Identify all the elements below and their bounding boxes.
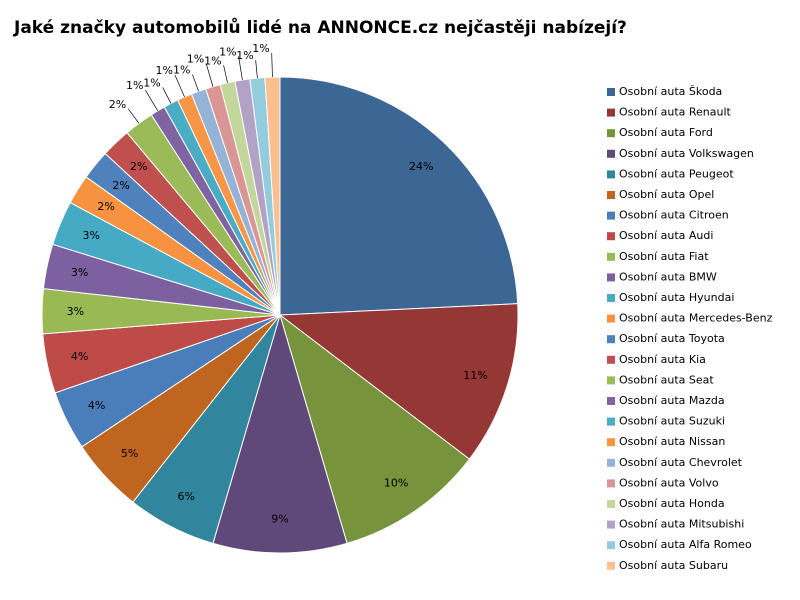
data-label: 1% xyxy=(156,64,173,77)
legend-label: Osobní auta Volvo xyxy=(619,476,719,489)
leader-line xyxy=(145,90,159,111)
legend-swatch xyxy=(607,561,615,570)
data-label: 1% xyxy=(173,63,190,76)
leader-line xyxy=(162,87,172,104)
data-label: 2% xyxy=(109,98,126,111)
legend-label: Osobní auta Renault xyxy=(619,106,732,119)
data-label: 4% xyxy=(71,350,88,363)
legend-swatch xyxy=(607,191,615,199)
leader-line xyxy=(192,74,199,92)
legend-label: Osobní auta Mitsubishi xyxy=(619,518,744,531)
leader-line xyxy=(238,56,243,81)
legend-label: Osobní auta Seat xyxy=(619,373,714,386)
data-label: 2% xyxy=(112,179,129,192)
legend-swatch xyxy=(607,500,615,508)
legend-swatch xyxy=(607,355,615,364)
legend-swatch xyxy=(607,170,615,179)
legend-label: Osobní auta Kia xyxy=(619,353,706,366)
legend-swatch xyxy=(607,417,615,426)
pie-slice xyxy=(278,303,519,460)
data-label: 3% xyxy=(67,305,84,318)
legend-swatch xyxy=(607,458,615,467)
data-label: 1% xyxy=(204,54,221,67)
legend-swatch xyxy=(607,376,615,385)
data-label: 1% xyxy=(143,76,160,89)
legend-swatch xyxy=(607,438,615,447)
data-label: 3% xyxy=(71,266,88,279)
data-label: 4% xyxy=(88,399,105,412)
legend-swatch xyxy=(607,252,615,261)
legend-swatch xyxy=(607,273,615,282)
leader-line xyxy=(223,65,228,83)
legend-label: Osobní auta Citroen xyxy=(619,209,729,222)
legend-swatch xyxy=(607,314,615,323)
legend-label: Osobní auta Ford xyxy=(619,126,713,139)
data-label: 1% xyxy=(187,53,204,66)
leader-line xyxy=(127,108,140,124)
data-label: 2% xyxy=(130,160,147,173)
legend-swatch xyxy=(607,129,615,138)
data-label: 24% xyxy=(409,160,433,173)
legend-label: Osobní auta Suzuki xyxy=(619,415,725,428)
data-label: 11% xyxy=(463,369,487,382)
legend-swatch xyxy=(607,294,615,302)
data-label: 1% xyxy=(236,49,253,62)
legend-label: Osobní auta Mazda xyxy=(619,394,725,407)
legend-label: Osobní auta Alfa Romeo xyxy=(619,538,752,551)
legend-label: Osobní auta Audi xyxy=(619,229,713,242)
legend-label: Osobní auta Honda xyxy=(619,497,725,510)
pie-slice xyxy=(279,313,471,544)
pie-slice xyxy=(212,313,348,554)
legend-label: Osobní auta BMW xyxy=(619,270,717,283)
pie-slice xyxy=(279,76,519,316)
data-label: 3% xyxy=(82,229,99,242)
legend-swatch xyxy=(607,335,615,344)
legend-label: Osobní auta Toyota xyxy=(619,332,725,345)
leader-line xyxy=(255,60,258,79)
legend-swatch xyxy=(607,520,615,529)
data-label: 5% xyxy=(121,447,138,460)
legend-label: Osobní auta Subaru xyxy=(619,559,728,572)
legend-swatch xyxy=(607,88,615,96)
legend-label: Osobní auta Nissan xyxy=(619,435,725,448)
chart-title: Jaké značky automobilů lidé na ANNONCE.c… xyxy=(13,16,627,38)
legend-label: Osobní auta Volkswagen xyxy=(619,147,754,160)
leader-line xyxy=(271,53,273,78)
data-label: 9% xyxy=(271,513,288,526)
data-label: 1% xyxy=(219,45,236,58)
data-label: 1% xyxy=(252,42,269,55)
leader-line xyxy=(174,74,185,98)
data-label: 10% xyxy=(384,477,408,490)
leader-line xyxy=(205,63,214,87)
legend-label: Osobní auta Fiat xyxy=(619,250,709,263)
legend-label: Osobní auta Opel xyxy=(619,188,714,201)
data-label: 6% xyxy=(177,490,194,503)
legend-swatch xyxy=(607,479,615,488)
legend-swatch xyxy=(607,149,615,158)
legend-swatch xyxy=(607,541,615,550)
data-label: 1% xyxy=(126,79,143,92)
legend-label: Osobní auta Hyundai xyxy=(619,291,734,304)
legend-label: Osobní auta Peugeot xyxy=(619,167,734,180)
legend-swatch xyxy=(607,211,615,220)
data-label: 2% xyxy=(97,200,114,213)
legend-swatch xyxy=(607,232,615,241)
legend-swatch xyxy=(607,397,615,405)
pie-slice xyxy=(264,76,281,316)
legend-label: Osobní auta Mercedes-Benz xyxy=(619,312,773,325)
legend-swatch xyxy=(607,108,615,117)
legend-label: Osobní auta Chevrolet xyxy=(619,456,743,469)
legend-label: Osobní auta Škoda xyxy=(619,85,722,98)
